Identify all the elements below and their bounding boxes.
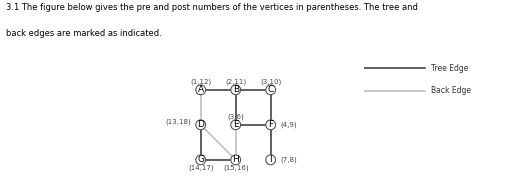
Text: (3,6): (3,6) [227,114,244,120]
Circle shape [266,85,276,95]
Circle shape [231,85,241,95]
Text: A: A [198,85,204,94]
Text: B: B [232,85,239,94]
Text: H: H [232,155,239,164]
Circle shape [266,155,276,165]
Text: E: E [233,120,239,129]
Text: C: C [268,85,274,94]
Text: G: G [197,155,204,164]
Text: back edges are marked as indicated.: back edges are marked as indicated. [6,29,162,38]
Circle shape [196,120,205,130]
Text: (7,8): (7,8) [280,157,297,163]
Circle shape [231,155,241,165]
Circle shape [266,120,276,130]
Text: (15,16): (15,16) [223,164,249,171]
Text: (13,18): (13,18) [165,119,191,125]
Text: 3.1 The figure below gives the pre and post numbers of the vertices in parenthes: 3.1 The figure below gives the pre and p… [6,3,418,12]
Text: (2,11): (2,11) [225,79,246,85]
Circle shape [196,85,205,95]
Text: (3,10): (3,10) [260,79,281,85]
Text: (4,9): (4,9) [280,122,297,128]
Text: Back Edge: Back Edge [431,86,471,95]
Text: (1,12): (1,12) [190,79,211,85]
Text: D: D [197,120,204,129]
Text: (14,17): (14,17) [188,164,214,171]
Text: Tree Edge: Tree Edge [431,64,469,73]
Text: F: F [268,120,273,129]
Circle shape [196,155,205,165]
Circle shape [231,120,241,130]
Text: I: I [269,155,272,164]
